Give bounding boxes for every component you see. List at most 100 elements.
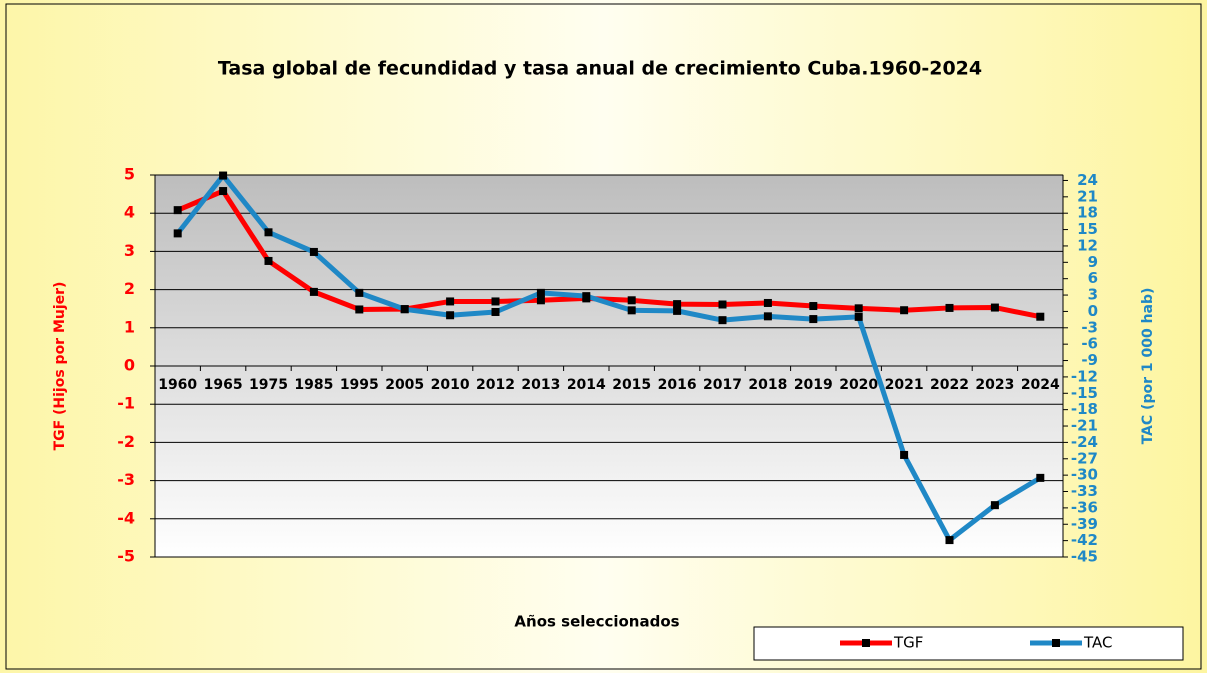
y2-tick-label: 12 [1077, 236, 1098, 254]
data-point [446, 311, 455, 320]
x-tick-label: 1965 [204, 377, 243, 393]
y2-tick-label: -6 [1081, 335, 1098, 353]
data-point [219, 171, 228, 180]
data-point [990, 501, 999, 510]
y2-tick-label: -27 [1071, 449, 1098, 467]
y2-tick-label: -36 [1071, 498, 1098, 516]
y2-tick-label: 15 [1077, 220, 1098, 238]
y2-tick-label: 21 [1077, 187, 1098, 205]
data-point [718, 300, 727, 309]
y-tick-label: -4 [117, 508, 135, 527]
y-tick-label: -3 [117, 470, 135, 489]
data-point [809, 302, 818, 311]
x-tick-label: 2014 [567, 377, 606, 393]
data-point [309, 287, 318, 296]
chart-title: Tasa global de fecundidad y tasa anual d… [218, 58, 982, 80]
y2-tick-label: -30 [1071, 466, 1098, 484]
x-tick-label: 2010 [431, 377, 470, 393]
y2-tick-label: -45 [1071, 548, 1098, 566]
data-point [264, 256, 273, 265]
x-tick-label: 1995 [340, 377, 379, 393]
series-line [175, 173, 1042, 543]
data-point [854, 304, 863, 313]
legend-box [753, 626, 1184, 661]
y2-axis-title: TAC (por 1 000 hab) [1140, 288, 1156, 445]
y2-tick-label: -15 [1071, 384, 1098, 402]
x-tick-label: 2012 [476, 377, 515, 393]
y2-tick-label: -33 [1071, 482, 1098, 500]
x-tick-label: 2013 [521, 377, 560, 393]
y2-tick-label: -18 [1071, 400, 1098, 418]
legend-label: TGF [893, 634, 923, 652]
y2-tick-label: 6 [1088, 269, 1098, 287]
data-point [945, 303, 954, 312]
data-point [1036, 312, 1045, 321]
legend-label: TAC [1083, 634, 1112, 652]
data-point [219, 187, 228, 196]
data-point [809, 315, 818, 324]
data-point [673, 300, 682, 309]
data-point [582, 292, 591, 301]
x-tick-label: 2019 [794, 377, 833, 393]
y-tick-label: 1 [124, 317, 135, 336]
x-tick-label: 2020 [839, 377, 878, 393]
data-point [536, 288, 545, 297]
data-point [446, 297, 455, 306]
data-point [173, 229, 182, 238]
y-tick-label: -2 [117, 432, 135, 451]
x-tick-label: 2015 [612, 377, 651, 393]
y-tick-label: 4 [124, 203, 135, 222]
legend-marker [1052, 639, 1060, 647]
x-tick-label: 2017 [703, 377, 742, 393]
y2-tick-label: 24 [1077, 171, 1098, 189]
x-tick-label: 2023 [975, 377, 1014, 393]
y-tick-label: 3 [124, 241, 135, 260]
y2-tick-label: -39 [1071, 515, 1098, 533]
y-tick-label: -5 [117, 547, 135, 566]
y2-tick-label: 18 [1077, 204, 1098, 222]
x-tick-label: 2005 [385, 377, 424, 393]
data-point [627, 296, 636, 305]
data-point [854, 312, 863, 321]
data-point [536, 296, 545, 305]
data-point [718, 316, 727, 325]
y2-tick-label: -12 [1071, 367, 1098, 385]
x-tick-label: 2021 [885, 377, 924, 393]
y2-tick-label: -42 [1071, 531, 1098, 549]
y2-tick-label: -21 [1071, 417, 1098, 435]
data-point [173, 206, 182, 215]
y-tick-label: -1 [117, 394, 135, 413]
data-point [400, 305, 409, 314]
data-point [945, 536, 954, 545]
data-point [673, 306, 682, 315]
x-tick-label: 2018 [748, 377, 787, 393]
x-tick-label: 2022 [930, 377, 969, 393]
x-tick-label: 1960 [158, 377, 197, 393]
data-point [355, 305, 364, 314]
frame [5, 3, 1202, 670]
y2-tick-label: -3 [1081, 318, 1098, 336]
data-point [491, 297, 500, 306]
data-point [900, 306, 909, 315]
data-point [763, 298, 772, 307]
data-point [264, 228, 273, 237]
y2-tick-label: -24 [1071, 433, 1098, 451]
y2-tick-label: 0 [1088, 302, 1098, 320]
data-point [763, 312, 772, 321]
x-tick-label: 2024 [1021, 377, 1060, 393]
y-tick-label: 0 [124, 356, 135, 375]
data-point [990, 303, 999, 312]
legend-marker [862, 639, 870, 647]
data-point [355, 288, 364, 297]
x-tick-label: 1975 [249, 377, 288, 393]
x-tick-label: 1985 [294, 377, 333, 393]
x-tick-label: 2016 [658, 377, 697, 393]
y2-tick-label: -9 [1081, 351, 1098, 369]
data-point [309, 247, 318, 256]
data-point [627, 306, 636, 315]
x-axis-title: Años seleccionados [514, 613, 679, 631]
y2-tick-label: 3 [1088, 286, 1098, 304]
y-tick-label: 5 [124, 165, 135, 184]
data-point [1036, 473, 1045, 482]
